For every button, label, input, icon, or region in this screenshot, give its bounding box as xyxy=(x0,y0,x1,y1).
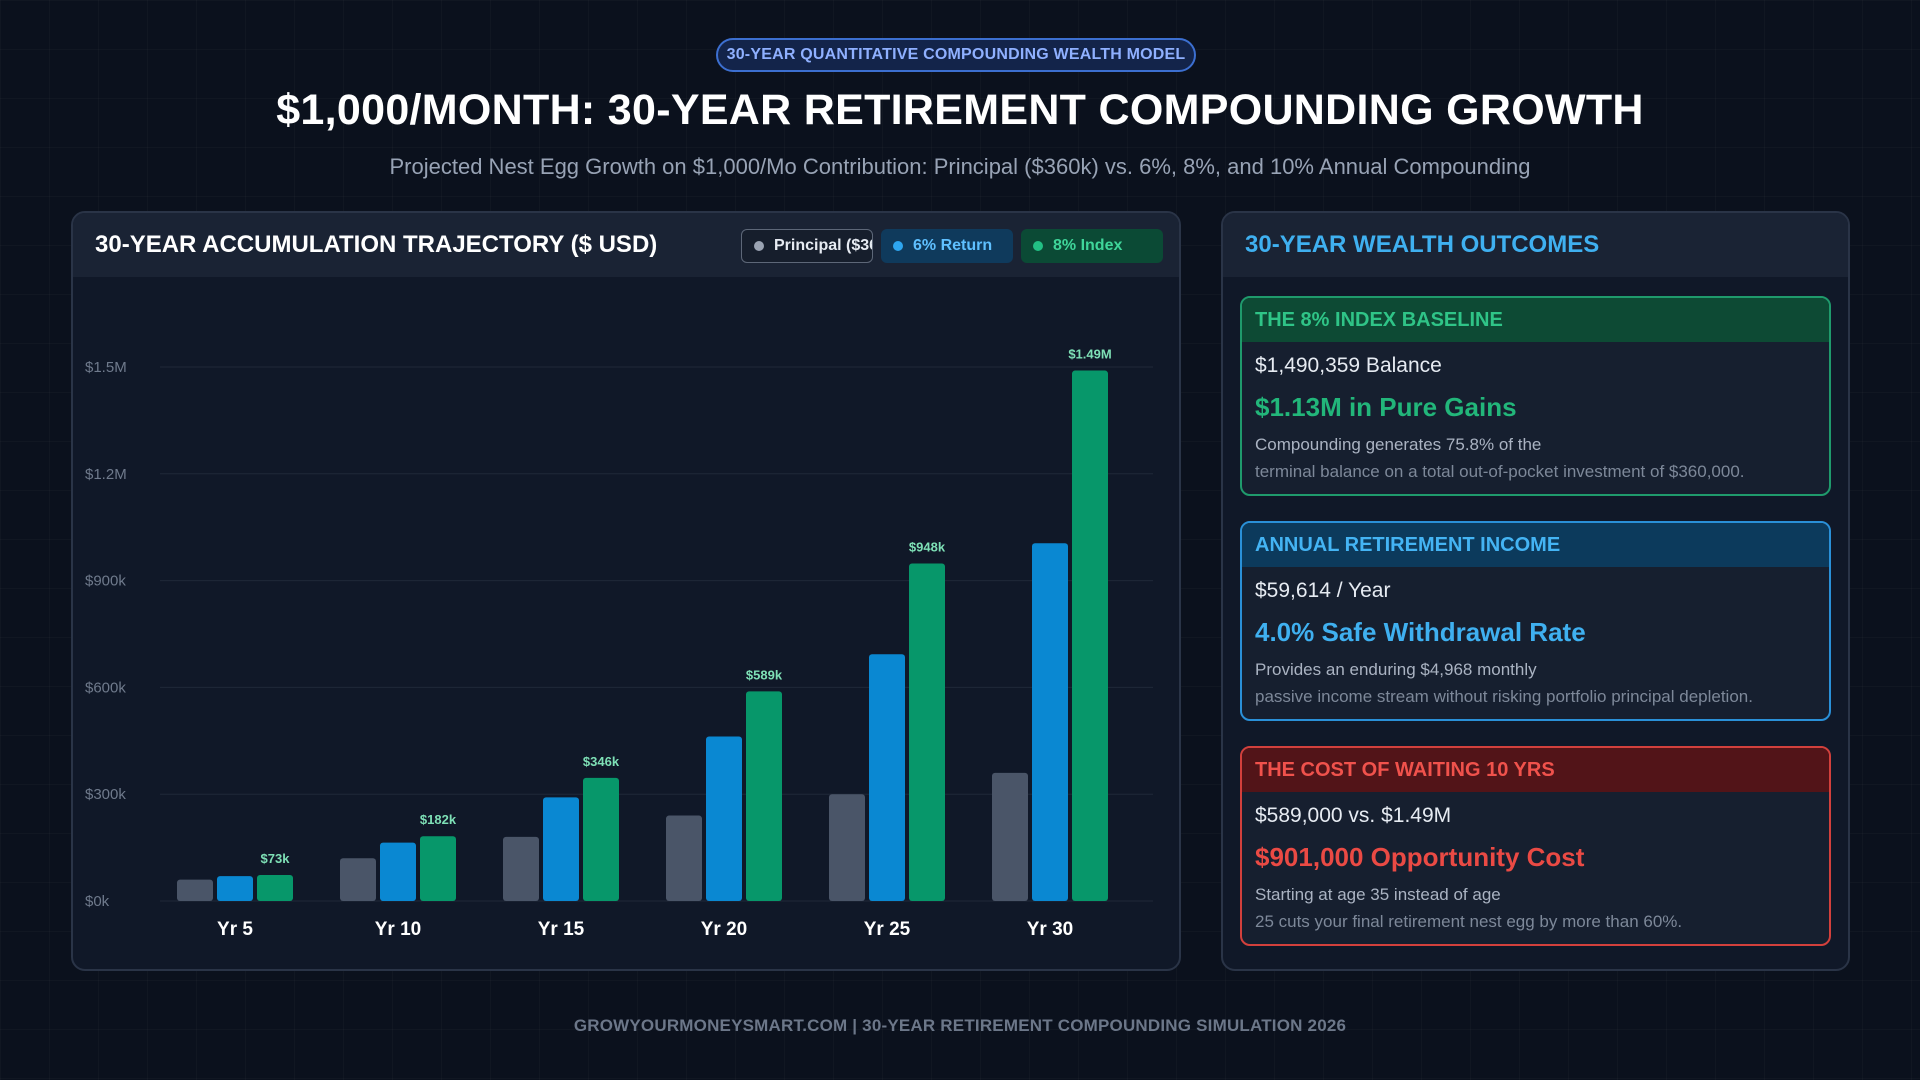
retirement-income-card: ANNUAL RETIREMENT INCOME $59,614 / Year … xyxy=(1240,521,1831,721)
card-header: ANNUAL RETIREMENT INCOME xyxy=(1242,523,1829,567)
outcomes-title: 30-YEAR WEALTH OUTCOMES xyxy=(1245,231,1600,258)
data-label: $182k xyxy=(420,812,457,827)
outcomes-panel-header: 30-YEAR WEALTH OUTCOMES xyxy=(1223,213,1848,277)
y-tick-label: $600k xyxy=(85,679,126,696)
bar xyxy=(1032,543,1068,901)
legend-label: 8% Index xyxy=(1053,237,1123,254)
card-description: Starting at age 35 instead of age xyxy=(1255,885,1501,904)
bar xyxy=(746,691,782,901)
legend-6-return[interactable]: 6% Return xyxy=(881,229,1013,263)
bar xyxy=(706,736,742,901)
card-description: Compounding generates 75.8% of the xyxy=(1255,435,1542,454)
data-label: $346k xyxy=(583,754,620,769)
bar xyxy=(503,836,539,901)
model-badge: 30-YEAR QUANTITATIVE COMPOUNDING WEALTH … xyxy=(716,38,1196,72)
y-tick-label: $0k xyxy=(85,893,110,910)
page-subtitle: Projected Nest Egg Growth on $1,000/Mo C… xyxy=(389,154,1531,179)
x-tick-label: Yr 30 xyxy=(1027,919,1073,940)
bar xyxy=(909,563,945,901)
card-description: Provides an enduring $4,968 monthly xyxy=(1255,660,1537,679)
card-income: $59,614 / Year xyxy=(1255,579,1391,602)
outcomes-panel: 30-YEAR WEALTH OUTCOMES THE 8% INDEX BAS… xyxy=(1221,211,1850,971)
data-label: $73k xyxy=(261,851,291,866)
chart-title: 30-YEAR ACCUMULATION TRAJECTORY ($ USD) xyxy=(95,231,658,258)
x-tick-label: Yr 15 xyxy=(538,919,585,940)
card-description-2: passive income stream without risking po… xyxy=(1255,687,1753,706)
bar xyxy=(992,772,1028,901)
card-highlight: 4.0% Safe Withdrawal Rate xyxy=(1255,617,1586,647)
chart-panel: 30-YEAR ACCUMULATION TRAJECTORY ($ USD) … xyxy=(71,211,1181,971)
x-tick-label: Yr 20 xyxy=(701,919,747,940)
bar xyxy=(666,815,702,901)
bar xyxy=(1072,370,1108,901)
card-header: THE 8% INDEX BASELINE xyxy=(1242,298,1829,342)
page-title: $1,000/MONTH: 30-YEAR RETIREMENT COMPOUN… xyxy=(276,86,1644,134)
legend-principal[interactable]: Principal ($360k) xyxy=(741,229,873,263)
card-comparison: $589,000 vs. $1.49M xyxy=(1255,804,1452,827)
bar xyxy=(829,794,865,901)
bar xyxy=(543,797,579,901)
legend-label: Principal ($360k) xyxy=(774,237,872,254)
card-description-2: terminal balance on a total out-of-pocke… xyxy=(1255,462,1745,481)
card-highlight: $1.13M in Pure Gains xyxy=(1255,392,1517,422)
x-tick-label: Yr 25 xyxy=(864,919,911,940)
card-balance: $1,490,359 Balance xyxy=(1255,354,1442,377)
legend-8-index[interactable]: 8% Index xyxy=(1021,229,1163,263)
y-tick-label: $300k xyxy=(85,786,126,803)
bar xyxy=(869,654,905,901)
data-label: $1.49M xyxy=(1068,347,1111,362)
bar xyxy=(340,858,376,901)
y-tick-label: $1.2M xyxy=(85,466,127,483)
bar xyxy=(583,777,619,901)
bar xyxy=(177,879,213,901)
bar xyxy=(420,836,456,901)
legend-label: 6% Return xyxy=(913,237,993,254)
cost-of-waiting-card: THE COST OF WAITING 10 YRS $589,000 vs. … xyxy=(1240,746,1831,946)
data-label: $589k xyxy=(746,667,783,682)
bar-chart: $0k $300k $600k $900k $1.2M $1.5M $73k Yr 5 $182… xyxy=(85,347,1153,940)
bar xyxy=(217,876,253,901)
x-tick-label: Yr 10 xyxy=(375,919,421,940)
legend-dot-6-icon xyxy=(893,241,903,251)
x-tick-label: Yr 5 xyxy=(217,919,253,940)
card-highlight: $901,000 Opportunity Cost xyxy=(1255,842,1585,872)
legend-dot-principal-icon xyxy=(754,241,764,251)
legend-dot-8-icon xyxy=(1033,241,1043,251)
index-baseline-card: THE 8% INDEX BASELINE $1,490,359 Balance… xyxy=(1240,296,1831,496)
bar xyxy=(380,842,416,901)
card-description-2: 25 cuts your final retirement nest egg b… xyxy=(1255,912,1683,931)
y-tick-label: $1.5M xyxy=(85,359,127,376)
bar xyxy=(257,875,293,901)
data-label: $948k xyxy=(909,540,946,555)
chart-panel-header: 30-YEAR ACCUMULATION TRAJECTORY ($ USD) xyxy=(73,213,1179,277)
footer: GROWYOURMONEYSMART.COM | 30-YEAR RETIREM… xyxy=(573,1016,1347,1035)
card-header: THE COST OF WAITING 10 YRS xyxy=(1242,748,1829,792)
y-tick-label: $900k xyxy=(85,573,126,590)
